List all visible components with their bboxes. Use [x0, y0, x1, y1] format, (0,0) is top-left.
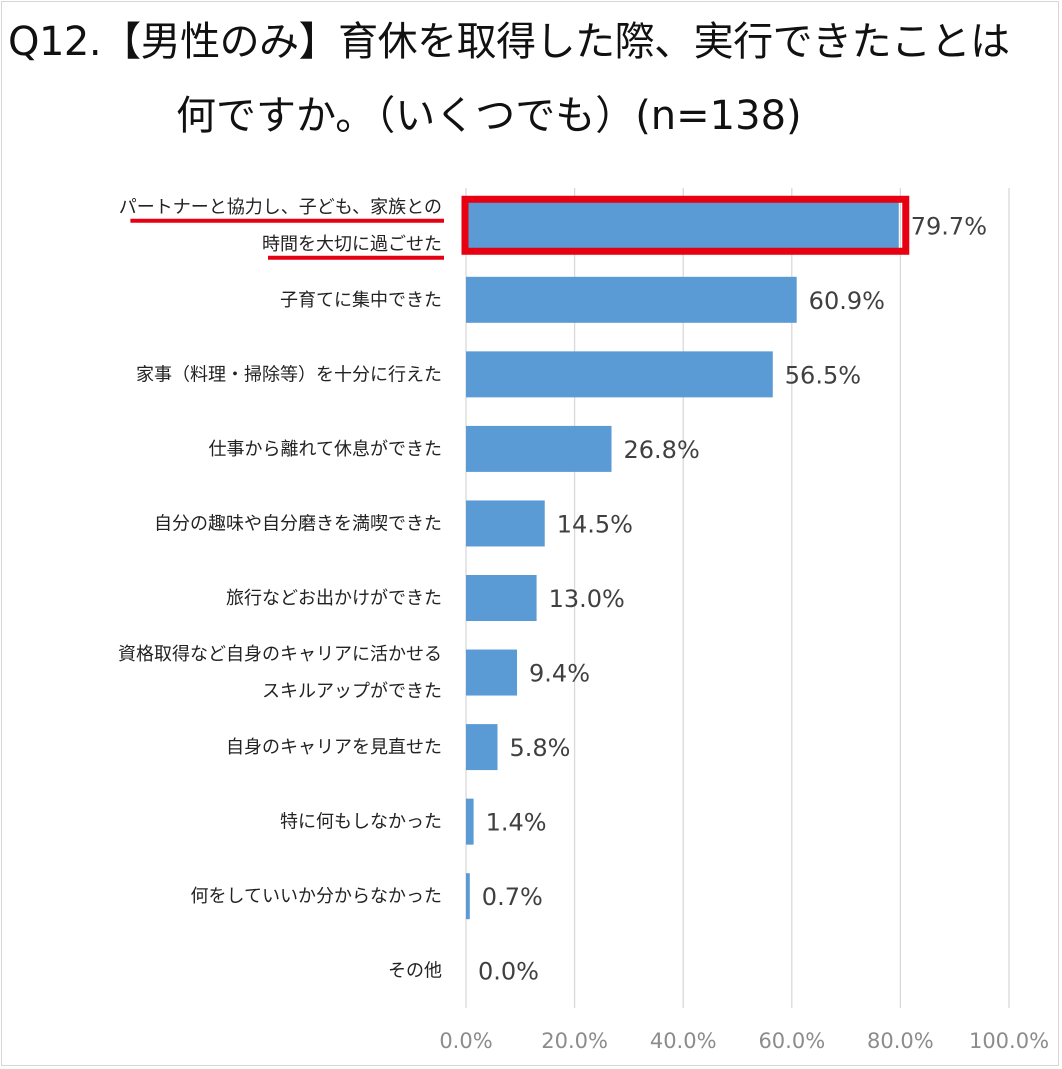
category-label: 何をしていいか分からなかった [191, 886, 442, 907]
x-tick-label: 100.0% [969, 1029, 1049, 1053]
bar [466, 351, 773, 398]
value-label: 1.4% [486, 809, 547, 837]
bar [466, 202, 899, 249]
category-label: 仕事から離れて休息ができた [209, 439, 442, 460]
bar [466, 425, 612, 472]
bar [466, 873, 470, 920]
gridlines [465, 188, 1010, 1008]
bar [466, 500, 545, 547]
category-label: 特に何もしなかった [280, 812, 442, 833]
x-tick-label: 40.0% [650, 1029, 717, 1053]
value-label: 0.0% [478, 958, 539, 986]
bars [461, 195, 910, 920]
category-label: その他 [388, 961, 442, 982]
category-label: 時間を大切に過ごせた [262, 234, 442, 255]
value-label: 9.4% [529, 660, 590, 688]
category-label: 自身のキャリアを見直せた [226, 737, 442, 758]
value-label: 60.9% [809, 287, 885, 315]
value-label: 79.7% [911, 212, 987, 240]
value-label: 26.8% [624, 436, 700, 464]
bar [466, 276, 797, 323]
chart-title-line2: 何ですか。（いくつでも）(n=138) [176, 93, 802, 139]
x-tick-label: 0.0% [439, 1029, 492, 1053]
x-tick-label: 20.0% [541, 1029, 608, 1053]
bar [466, 575, 537, 621]
category-label: 資格取得など自身のキャリアに活かせる [118, 644, 442, 665]
x-tick-label: 80.0% [867, 1029, 934, 1053]
category-label: 旅行などお出かけができた [226, 588, 442, 609]
category-label: 自分の趣味や自分磨きを満喫できた [154, 513, 442, 534]
value-label: 56.5% [785, 361, 861, 389]
category-label: 子育てに集中できた [280, 290, 442, 311]
category-label: 家事（料理・掃除等）を十分に行えた [136, 364, 442, 385]
bar [466, 798, 474, 845]
category-label: パートナーと協力し、子ども、家族との [119, 197, 442, 218]
bar [466, 649, 518, 696]
chart-title-line1: Q12.【男性のみ】育休を取得した際、実行できたことは [8, 19, 1010, 65]
category-label: スキルアップができた [262, 681, 442, 702]
value-label: 14.5% [557, 510, 633, 538]
value-label: 13.0% [549, 585, 625, 613]
bar [466, 724, 498, 771]
x-axis-ticks: 0.0% 20.0% 40.0% 60.0% 80.0% 100.0% [439, 1029, 1049, 1053]
highlight-box [461, 195, 910, 255]
x-tick-label: 60.0% [758, 1029, 825, 1053]
value-label: 0.7% [482, 883, 543, 911]
value-label: 5.8% [509, 734, 570, 762]
